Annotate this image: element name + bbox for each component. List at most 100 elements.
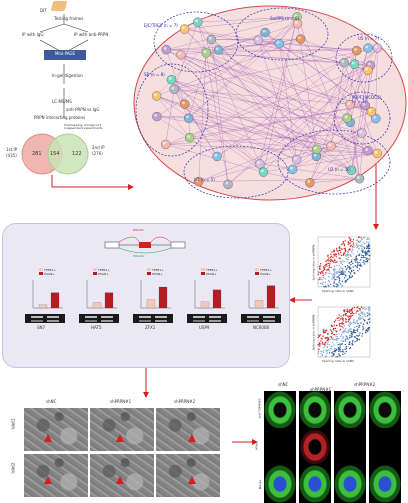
scatter-point	[338, 282, 339, 283]
scatter-point	[328, 285, 329, 286]
protein-node	[162, 45, 171, 54]
scatter-point	[336, 265, 337, 266]
scatter-point	[334, 321, 335, 322]
scatter-point	[362, 308, 363, 309]
scatter-point	[350, 317, 351, 318]
scatter-point	[349, 342, 350, 343]
scatter-point	[349, 275, 350, 276]
scatter-point	[328, 340, 329, 341]
scatter-point	[338, 257, 339, 258]
scatter-point	[339, 347, 340, 348]
scatter-point	[345, 240, 346, 241]
scatter-point	[321, 338, 322, 339]
scatter-point	[339, 274, 340, 275]
scatter-point	[368, 255, 369, 256]
red-arrowhead-icon	[116, 476, 124, 484]
bar-panel-nc6008: TFEB1+ PSGN+NC6008	[241, 276, 281, 334]
scatter-point	[348, 271, 349, 272]
scatter-point	[326, 263, 327, 264]
scatter-point	[318, 353, 319, 354]
scatter-point	[356, 256, 357, 257]
scatter-point	[367, 330, 368, 331]
scatter-point	[338, 276, 339, 277]
scatter-point	[362, 250, 363, 251]
scatter-point	[327, 342, 328, 343]
scatter-point	[353, 244, 354, 245]
scatter-point	[330, 329, 331, 330]
protein-node	[161, 140, 170, 149]
scatter-point	[321, 279, 322, 280]
scatter-point	[354, 245, 355, 246]
venn-right-count: (276)	[92, 152, 103, 156]
anti-vs-igg-label: anti-PRPN vs IgG	[66, 108, 100, 112]
scatter-point	[331, 348, 332, 349]
scatter-point	[334, 351, 335, 352]
scatter-point	[360, 246, 361, 247]
scatter-point	[337, 250, 338, 251]
scatter-point	[346, 348, 347, 349]
scatter-point	[343, 314, 344, 315]
scatter-point	[357, 267, 358, 268]
scatter-point	[343, 273, 344, 274]
scatter-point	[324, 265, 325, 266]
scatter-point	[326, 337, 327, 338]
scatter-point	[327, 269, 328, 270]
scatter-point	[333, 277, 334, 278]
bar-0	[39, 305, 47, 308]
scatter-point	[334, 334, 335, 335]
scatter-point	[359, 253, 360, 254]
scatter-point	[322, 282, 323, 283]
scatter-point	[334, 253, 335, 254]
if-image	[299, 428, 331, 466]
scatter-point	[349, 268, 350, 269]
scatter-point	[358, 318, 359, 319]
scatter-point	[342, 322, 343, 323]
protein-node	[170, 85, 179, 94]
venn-left-count: (435)	[6, 154, 17, 158]
scatter-point	[346, 269, 347, 270]
scatter-point	[327, 255, 328, 256]
scatter-point	[369, 318, 370, 319]
scatter-point	[337, 318, 338, 319]
scatter-point	[334, 354, 335, 355]
scatter-point	[362, 329, 363, 330]
scatter-point	[345, 249, 346, 250]
protein-node	[152, 91, 161, 100]
scatter-point	[336, 261, 337, 262]
scatter-point	[355, 265, 356, 266]
scatter-point	[343, 241, 344, 242]
scatter-point	[355, 261, 356, 262]
scatter-point	[317, 282, 318, 283]
scatter-point	[360, 250, 361, 251]
scatter-point	[340, 315, 341, 316]
scatter-point	[364, 263, 365, 264]
protein-node	[185, 133, 194, 142]
scatter-point	[363, 319, 364, 320]
bar-panel-zfx1: TFEB1+ PSGN+ZFX1	[133, 276, 173, 334]
testing-label: Testing frames	[54, 17, 83, 21]
scatter-point	[318, 351, 319, 352]
scatter-point	[336, 248, 337, 249]
scatter-point	[334, 279, 335, 280]
scatter-point	[334, 273, 335, 274]
scatter-point	[369, 307, 370, 308]
scatter-point	[364, 320, 365, 321]
scatter-point	[331, 352, 332, 353]
scatter-point	[363, 308, 364, 309]
scatter-point	[334, 266, 335, 267]
scatter-point	[356, 245, 357, 246]
scatter-point	[356, 244, 357, 245]
scatter-point	[347, 267, 348, 268]
scatter-point	[335, 320, 336, 321]
scatter-point	[368, 242, 369, 243]
scatter-point	[325, 330, 326, 331]
scatter-point	[355, 312, 356, 313]
scatter-point	[325, 332, 326, 333]
exon-diagram	[95, 230, 215, 256]
scatter-point	[348, 325, 349, 326]
scatter-point	[357, 335, 358, 336]
scatter-point	[362, 239, 363, 240]
venn-right-only: 122	[72, 152, 82, 157]
scatter-point	[331, 251, 332, 252]
scatter-point	[330, 260, 331, 261]
